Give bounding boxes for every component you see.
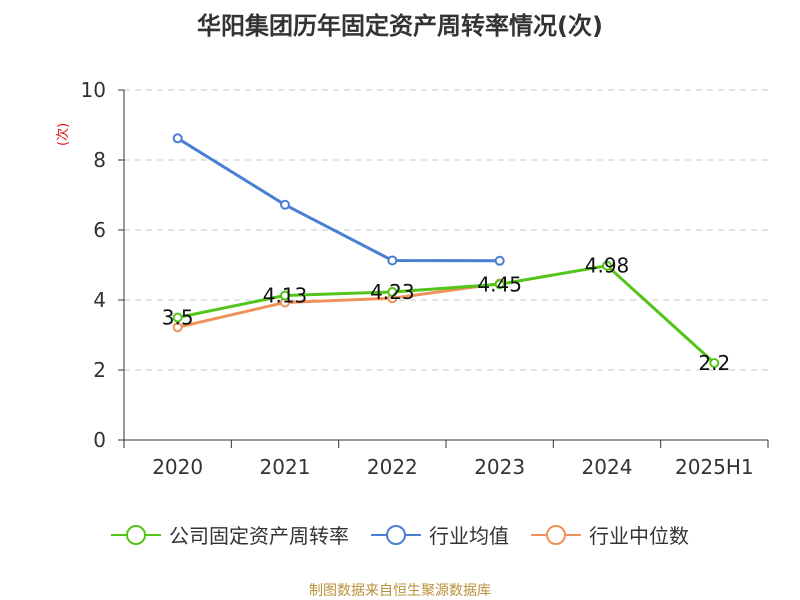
data-label: 4.45 [477,272,522,296]
x-tick-label: 2022 [367,455,418,479]
x-tick-label: 2025H1 [675,455,754,479]
data-label: 2.2 [698,351,730,375]
legend-label: 行业中位数 [589,524,689,548]
legend-marker-icon [371,524,421,545]
y-tick-label: 0 [93,428,106,452]
data-point [494,255,505,266]
series-line [176,137,500,263]
legend-item-industry-median[interactable]: 行业中位数 [531,520,689,549]
source-note: 制图数据来自恒生聚源数据库 [309,583,491,599]
y-tick-label: 10 [81,78,106,102]
y-tick-label: 2 [93,358,106,382]
y-tick-label: 6 [93,218,106,242]
x-tick-label: 2023 [474,455,525,479]
data-point [172,322,183,333]
data-point [387,286,398,297]
y-tick-label: 8 [93,148,106,172]
legend-marker-icon [111,524,161,545]
legend-marker-icon [531,524,581,545]
data-point [602,260,612,271]
legend-item-industry-mean[interactable]: 行业均值 [371,520,509,549]
legend-item-company[interactable]: 公司固定资产周转率 [111,520,349,549]
data-label: 4.13 [263,283,308,307]
legend-label: 公司固定资产周转率 [169,524,349,548]
x-tick-label: 2024 [582,455,633,479]
series-line [177,282,500,329]
data-point [172,133,183,144]
data-label: 4.98 [585,254,630,278]
data-label: 3.5 [162,306,194,330]
data-point [172,312,183,323]
data-point [709,358,720,368]
chart-title: 华阳集团历年固定资产周转率情况(次) [197,12,603,40]
data-point [280,290,290,301]
legend-label: 行业均值 [429,524,509,548]
series-line [177,264,716,365]
data-label: 4.23 [370,280,415,304]
data-point [280,199,290,210]
x-tick-label: 2020 [152,455,203,479]
line-chart: 0 2 4 6 8 10 2020 2021 2022 2023 2024 2025H1 3.5 4.13… [81,78,769,479]
y-tick-label: 4 [93,288,106,312]
legend: 公司固定资产周转率 行业均值 行业中位数 [0,520,800,549]
data-point [387,255,398,266]
x-tick-label: 2021 [260,455,311,479]
data-point [494,279,505,290]
